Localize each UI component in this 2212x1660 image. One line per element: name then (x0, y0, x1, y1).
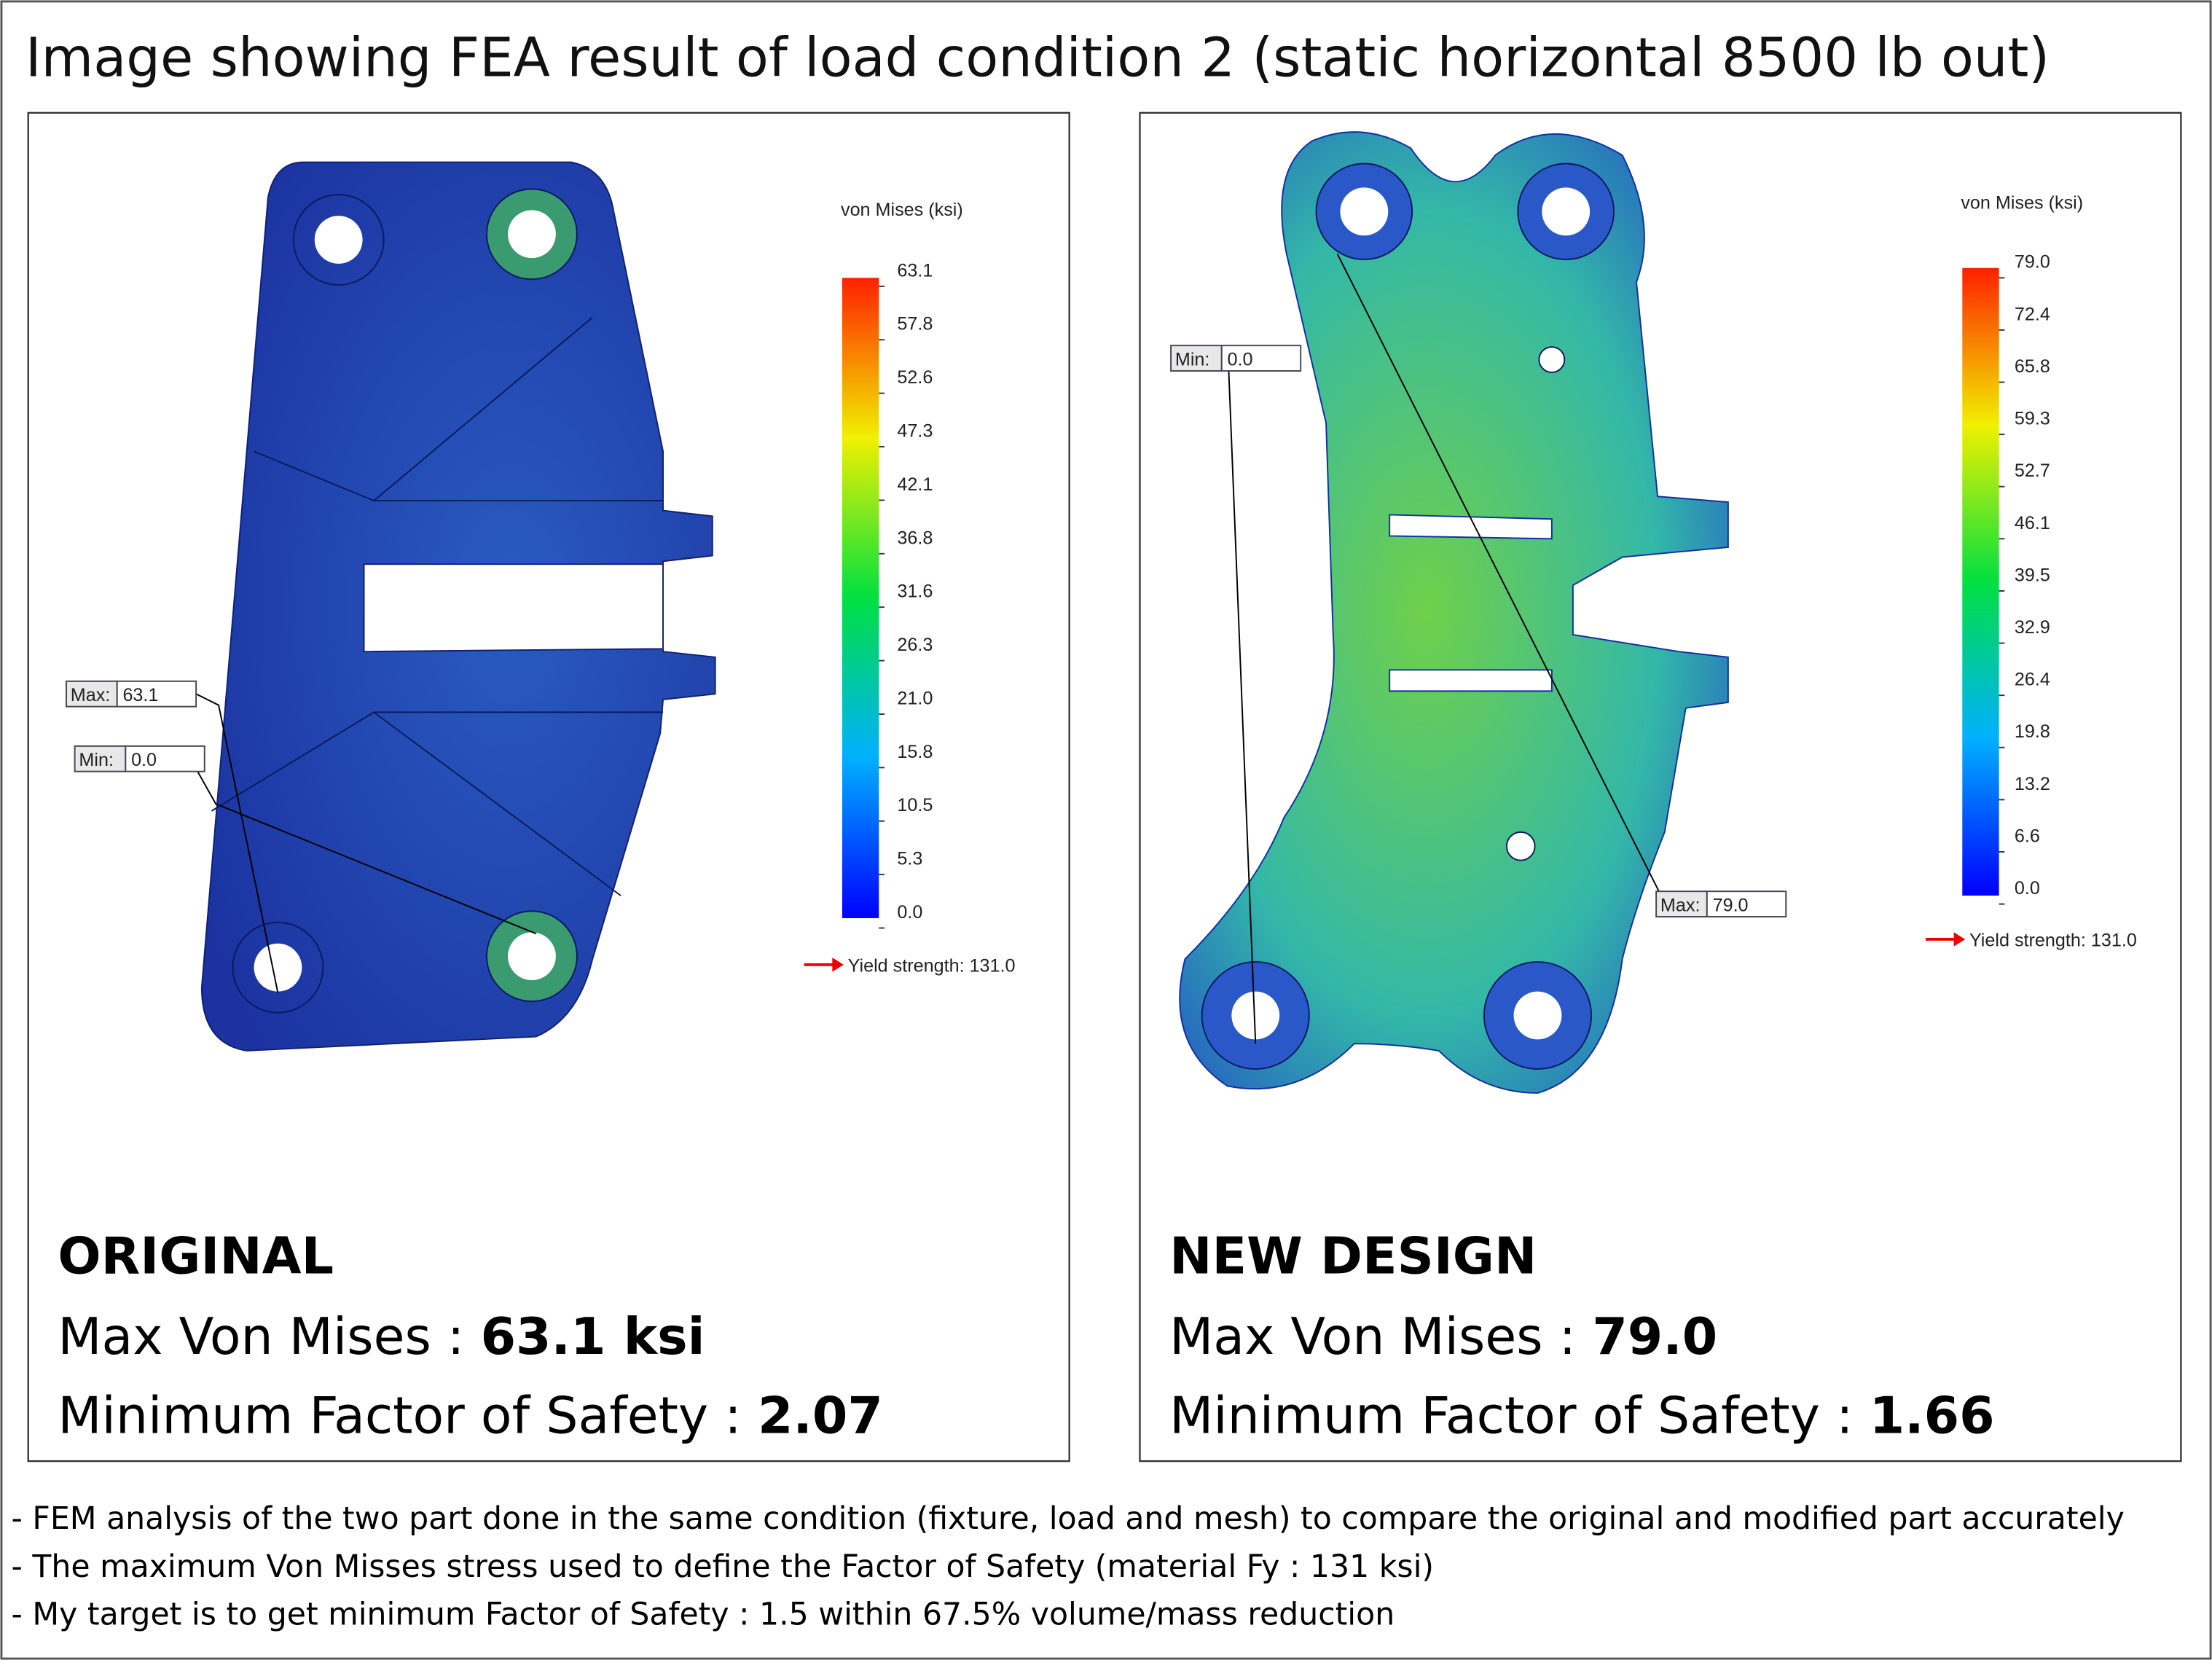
scale-label: 15.8 (897, 742, 933, 762)
panel-heading: ORIGINAL (58, 1227, 334, 1286)
scale-label: 26.4 (2015, 670, 2050, 690)
new-design-part (1179, 131, 1729, 1094)
scale-label: 59.3 (2015, 409, 2050, 429)
result-value: 2.07 (758, 1386, 883, 1445)
result-line: Max Von Mises : 79.0 (1169, 1307, 1717, 1366)
result-line: Max Von Mises : 63.1 ksi (58, 1307, 705, 1366)
result-value: 1.66 (1870, 1386, 1995, 1445)
tag-label: Max: (71, 685, 111, 705)
tag-box (1655, 890, 1708, 917)
scale-label: 5.3 (897, 849, 922, 869)
yield-arrowhead (832, 958, 844, 972)
slide-title: Image showing FEA result of load conditi… (26, 28, 2050, 90)
scale-label: 52.7 (2015, 461, 2050, 481)
scale-label: 13.2 (2015, 774, 2050, 794)
tag-label: Min: (1175, 349, 1210, 369)
scale-label: 32.9 (2015, 617, 2050, 638)
result-label: Minimum Factor of Safety : (1169, 1386, 1870, 1445)
scale-label: 65.8 (2015, 356, 2050, 377)
tag-value: 63.1 (122, 685, 158, 705)
panel-heading: NEW DESIGN (1169, 1227, 1537, 1286)
yield-label: Yield strength: 131.0 (848, 956, 1016, 976)
result-label: Max Von Mises : (58, 1307, 480, 1366)
note: - FEM analysis of the two part done in t… (11, 1500, 2124, 1537)
scale-label: 31.6 (897, 582, 933, 602)
scale-label: 21.0 (897, 688, 933, 708)
legend-title: von Mises (ksi) (841, 200, 963, 220)
original-part (189, 161, 716, 1052)
result-value: 79.0 (1592, 1307, 1717, 1366)
result-line: Minimum Factor of Safety : 1.66 (1169, 1386, 1995, 1445)
scale-label: 19.8 (2015, 721, 2050, 742)
yield-label: Yield strength: 131.0 (1969, 931, 2137, 951)
note: - My target is to get minimum Factor of … (11, 1597, 1395, 1633)
scale-label: 79.0 (2015, 252, 2050, 273)
result-label: Minimum Factor of Safety : (58, 1386, 758, 1445)
scale-label: 46.1 (2015, 513, 2050, 533)
tag-value: 79.0 (1713, 895, 1749, 915)
tag-value: 0.0 (131, 750, 157, 770)
scale-label: 72.4 (2015, 304, 2050, 324)
tag-box (74, 745, 127, 772)
scale-label: 47.3 (897, 421, 933, 442)
tag-box (1220, 345, 1302, 372)
tag-label: Max: (1660, 895, 1701, 915)
scale-label: 52.6 (897, 367, 933, 388)
result-label: Max Von Mises : (1169, 1307, 1592, 1366)
scale-label: 26.3 (897, 635, 933, 655)
scale-label: 36.8 (897, 528, 933, 548)
result-value: 63.1 ksi (481, 1307, 705, 1366)
color-bar (842, 278, 879, 918)
scale-label: 10.5 (897, 795, 933, 815)
tag-label: Min: (79, 750, 114, 770)
tag-box (116, 680, 197, 708)
scale-label: 0.0 (2015, 878, 2040, 898)
tag-box (1706, 890, 1787, 917)
scale-label: 42.1 (897, 474, 933, 495)
scale-label: 63.1 (897, 260, 933, 281)
tag-value: 0.0 (1228, 349, 1253, 369)
result-line: Minimum Factor of Safety : 2.07 (58, 1386, 883, 1445)
tag-box (125, 745, 205, 772)
scale-label: 57.8 (897, 314, 933, 334)
legend-title: von Mises (ksi) (1961, 192, 2083, 213)
scale-label: 39.5 (2015, 565, 2050, 585)
scale-label: 0.0 (897, 902, 922, 923)
color-bar (1962, 267, 1999, 896)
scale-label: 6.6 (2015, 826, 2040, 846)
note: - The maximum Von Misses stress used to … (11, 1549, 1434, 1585)
yield-arrowhead (1953, 932, 1966, 947)
